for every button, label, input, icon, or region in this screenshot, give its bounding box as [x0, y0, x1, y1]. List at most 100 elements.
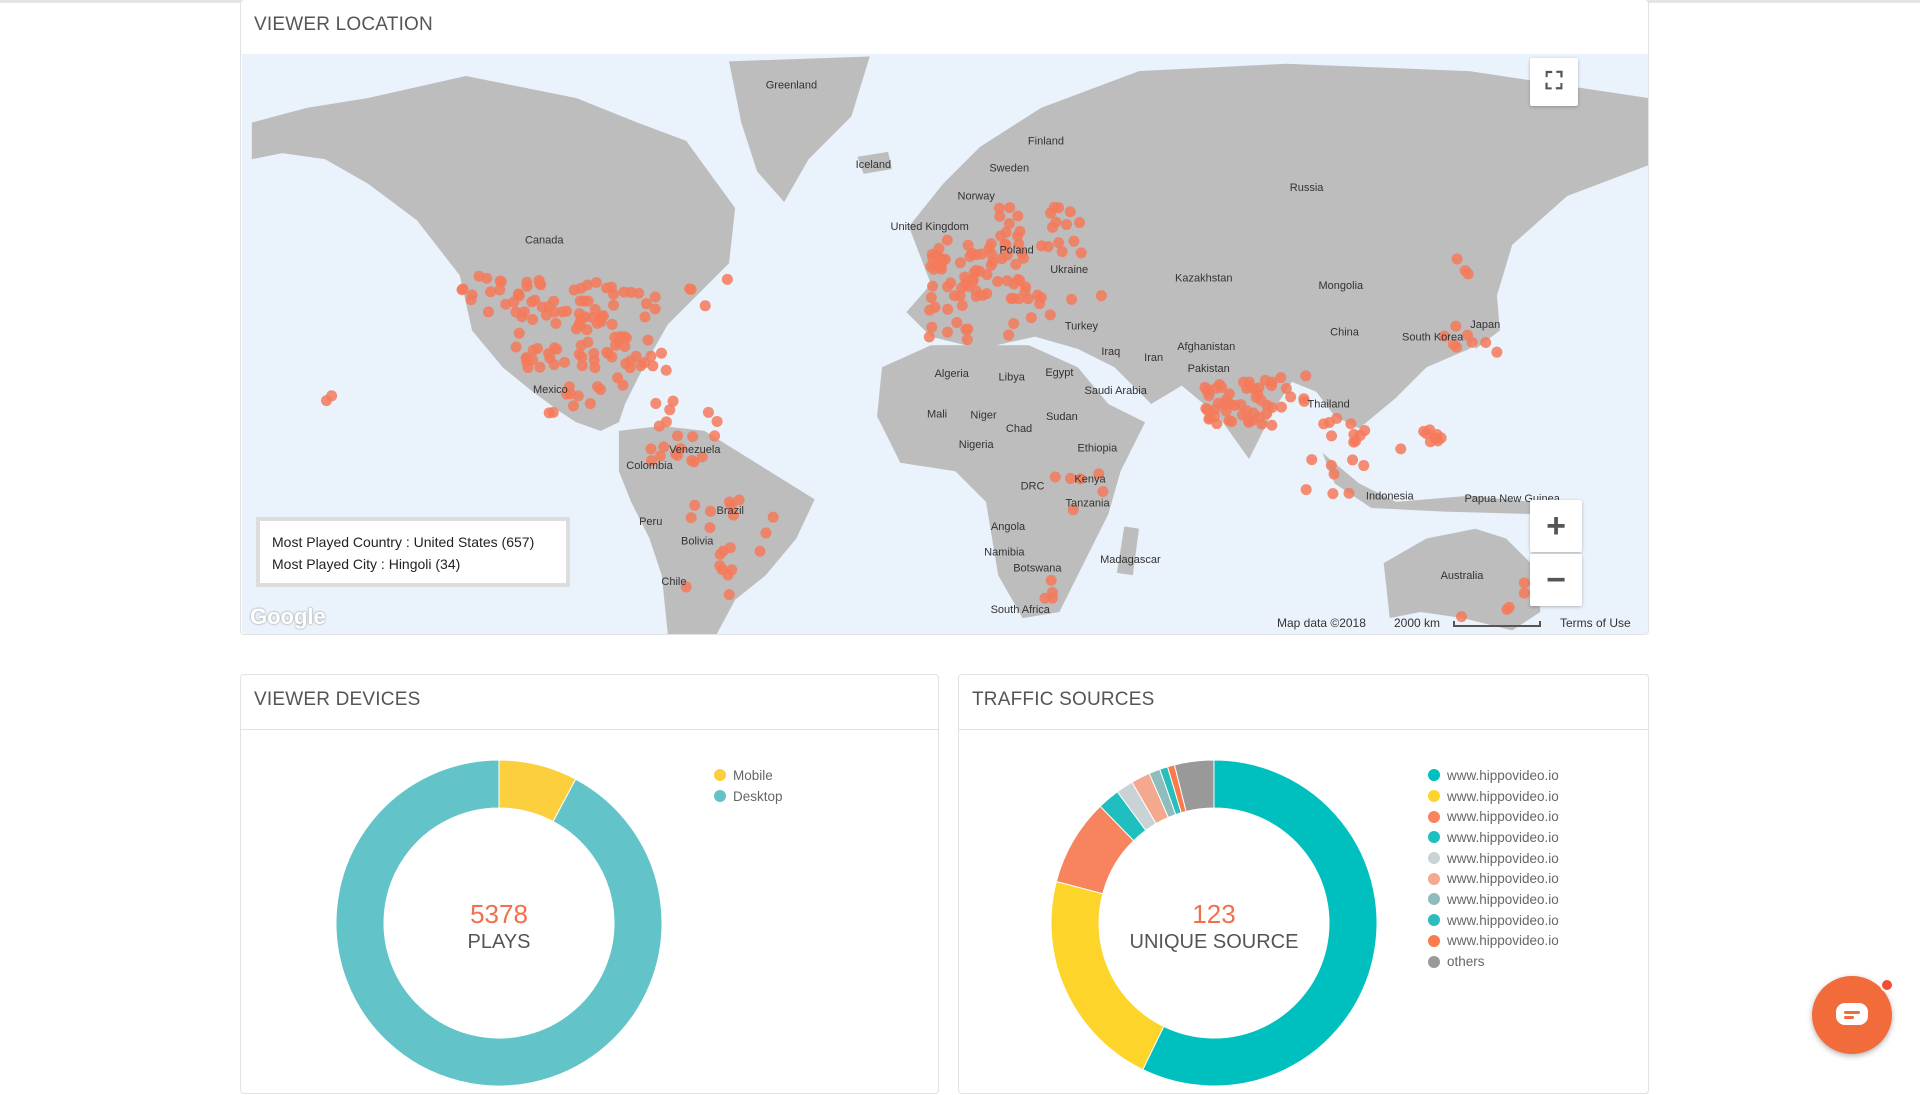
play-marker[interactable] [1034, 298, 1046, 310]
play-marker[interactable] [608, 299, 620, 311]
play-marker[interactable] [601, 346, 613, 358]
play-marker[interactable] [1430, 432, 1442, 444]
play-marker[interactable] [1064, 206, 1076, 218]
play-marker[interactable] [1010, 258, 1022, 270]
play-marker[interactable] [558, 356, 570, 368]
play-marker[interactable] [1001, 275, 1013, 287]
play-marker[interactable] [536, 301, 548, 313]
play-marker[interactable] [521, 280, 533, 292]
play-marker[interactable] [494, 284, 506, 296]
play-marker[interactable] [680, 581, 692, 593]
play-marker[interactable] [981, 269, 993, 281]
play-marker[interactable] [510, 341, 522, 353]
play-marker[interactable] [584, 398, 596, 410]
play-marker[interactable] [614, 331, 626, 343]
play-marker[interactable] [1097, 486, 1109, 498]
play-marker[interactable] [1501, 604, 1513, 616]
play-marker[interactable] [1325, 459, 1337, 471]
play-marker[interactable] [699, 300, 711, 312]
play-marker[interactable] [687, 431, 699, 443]
play-marker[interactable] [578, 295, 590, 307]
legend-item[interactable]: www.hippovideo.io [1428, 889, 1559, 910]
play-marker[interactable] [1209, 403, 1221, 415]
terms-of-use-link[interactable]: Terms of Use [1560, 616, 1631, 630]
play-marker[interactable] [1066, 293, 1078, 305]
play-marker[interactable] [1354, 429, 1366, 441]
play-marker[interactable] [589, 362, 601, 374]
play-marker[interactable] [923, 331, 935, 343]
play-marker[interactable] [658, 441, 670, 453]
play-marker[interactable] [645, 455, 657, 467]
play-marker[interactable] [1067, 504, 1079, 516]
play-marker[interactable] [527, 314, 539, 326]
play-marker[interactable] [933, 242, 945, 254]
play-marker[interactable] [320, 395, 332, 407]
play-marker[interactable] [576, 360, 588, 372]
play-marker[interactable] [956, 299, 968, 311]
play-marker[interactable] [675, 443, 687, 455]
play-marker[interactable] [1022, 293, 1034, 305]
play-marker[interactable] [1014, 225, 1026, 237]
play-marker[interactable] [1358, 460, 1370, 472]
play-marker[interactable] [1000, 239, 1012, 251]
chat-button[interactable] [1812, 976, 1894, 1054]
play-marker[interactable] [711, 415, 723, 427]
play-marker[interactable] [533, 274, 545, 286]
play-marker[interactable] [650, 397, 662, 409]
play-marker[interactable] [985, 259, 997, 271]
play-marker[interactable] [1266, 402, 1278, 414]
play-marker[interactable] [942, 303, 954, 315]
play-marker[interactable] [534, 361, 546, 373]
play-marker[interactable] [1300, 484, 1312, 496]
play-marker[interactable] [1003, 218, 1015, 230]
play-marker[interactable] [696, 451, 708, 463]
play-marker[interactable] [630, 350, 642, 362]
play-marker[interactable] [1326, 430, 1338, 442]
play-marker[interactable] [1042, 241, 1054, 253]
play-marker[interactable] [1075, 473, 1087, 485]
play-marker[interactable] [595, 316, 607, 328]
play-marker[interactable] [685, 512, 697, 524]
play-marker[interactable] [1068, 235, 1080, 247]
play-marker[interactable] [726, 564, 738, 576]
play-marker[interactable] [617, 379, 629, 391]
legend-item[interactable]: www.hippovideo.io [1428, 910, 1559, 931]
legend-item[interactable]: www.hippovideo.io [1428, 848, 1559, 869]
play-marker[interactable] [1093, 468, 1105, 480]
play-marker[interactable] [925, 291, 937, 303]
play-marker[interactable] [572, 390, 584, 402]
play-marker[interactable] [1004, 202, 1016, 214]
play-marker[interactable] [1014, 275, 1026, 287]
play-marker[interactable] [714, 548, 726, 560]
play-marker[interactable] [1049, 471, 1061, 483]
play-marker[interactable] [576, 351, 588, 363]
play-marker[interactable] [1003, 329, 1015, 341]
play-marker[interactable] [482, 306, 494, 318]
play-marker[interactable] [1056, 246, 1068, 258]
play-marker[interactable] [725, 500, 738, 512]
play-marker[interactable] [689, 499, 701, 511]
world-map[interactable]: Greenland Iceland Finland Sweden Norway Russi… [242, 54, 1648, 634]
play-marker[interactable] [934, 260, 946, 272]
play-marker[interactable] [1439, 330, 1451, 342]
play-marker[interactable] [1343, 487, 1355, 499]
play-marker[interactable] [1420, 427, 1432, 439]
play-marker[interactable] [1012, 210, 1024, 222]
legend-item[interactable]: www.hippovideo.io [1428, 868, 1559, 889]
play-marker[interactable] [1060, 218, 1073, 230]
play-marker[interactable] [970, 290, 982, 302]
play-marker[interactable] [1395, 443, 1407, 455]
legend-item[interactable]: www.hippovideo.io [1428, 931, 1559, 952]
play-marker[interactable] [619, 340, 631, 352]
play-marker[interactable] [1480, 337, 1492, 349]
play-marker[interactable] [1211, 418, 1223, 430]
play-marker[interactable] [1255, 394, 1267, 406]
play-marker[interactable] [995, 230, 1007, 242]
legend-item[interactable]: www.hippovideo.io [1428, 765, 1559, 786]
play-marker[interactable] [1095, 290, 1107, 302]
play-marker[interactable] [954, 257, 966, 269]
play-marker[interactable] [556, 306, 568, 318]
play-marker[interactable] [1300, 370, 1312, 382]
legend-item-desktop[interactable]: Desktop [714, 786, 783, 807]
fullscreen-button[interactable]: ⛶ [1530, 58, 1578, 106]
